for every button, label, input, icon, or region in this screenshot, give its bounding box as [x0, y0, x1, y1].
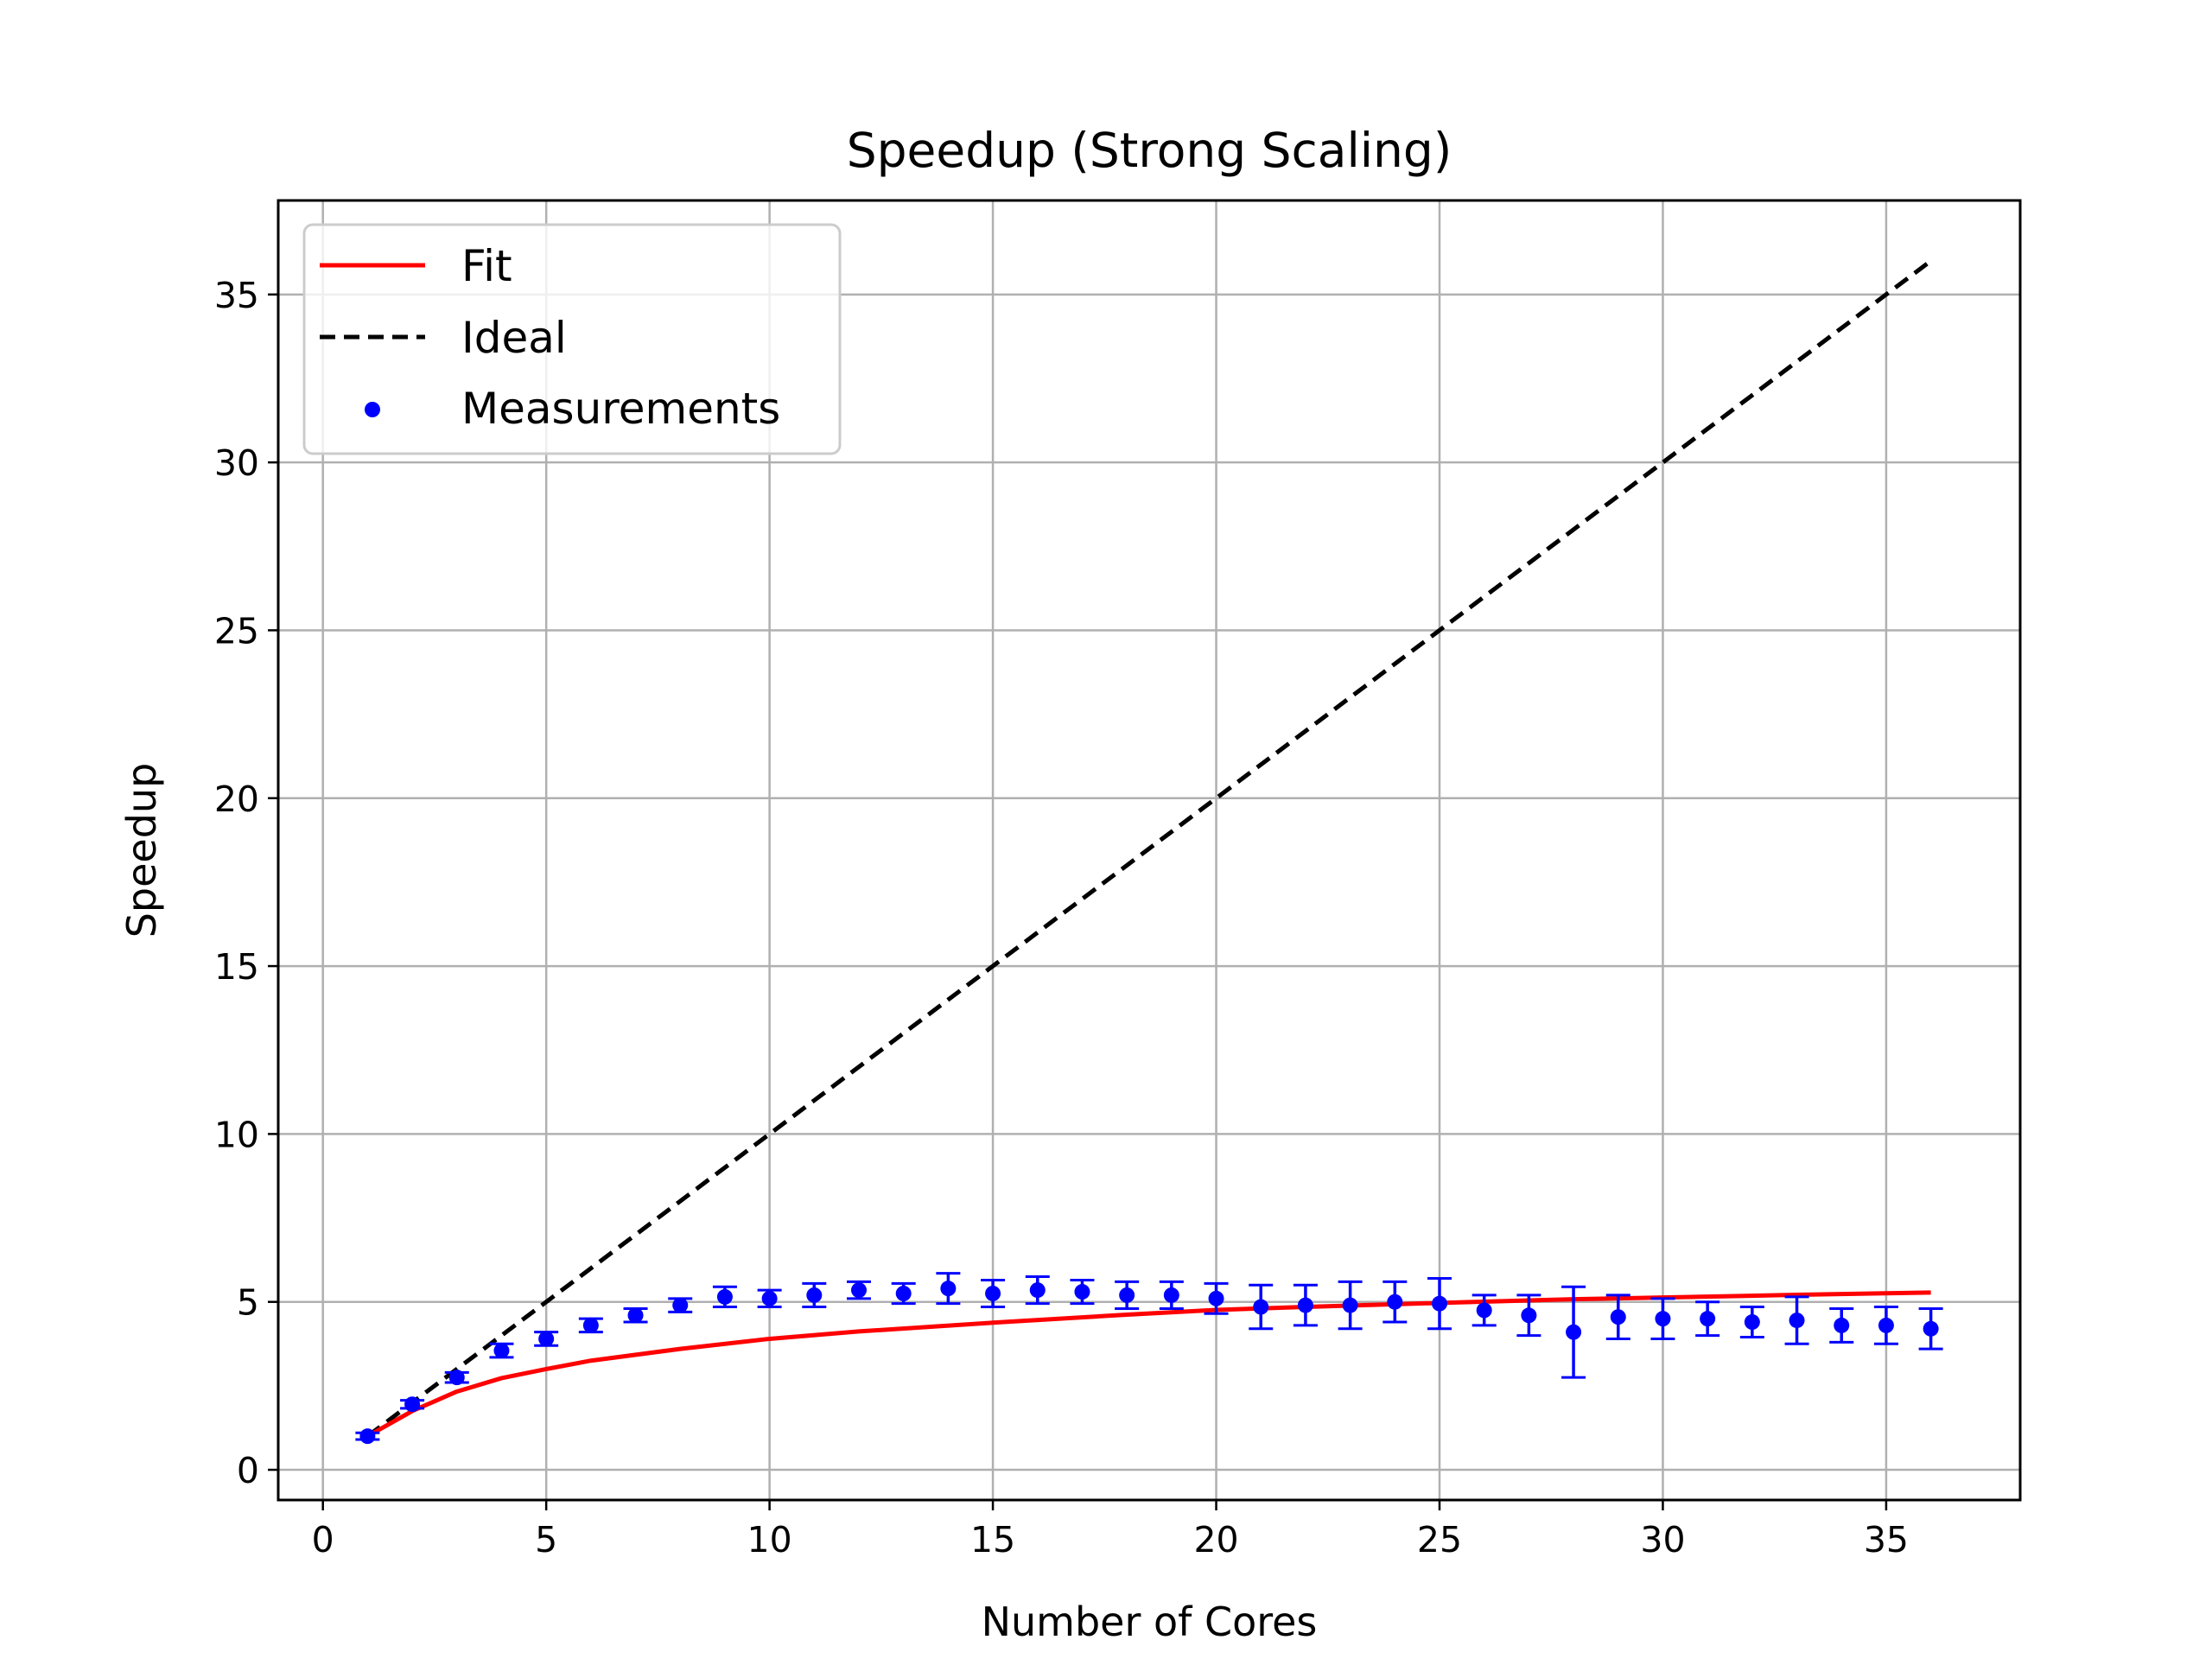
measurement-point — [1655, 1311, 1671, 1327]
measurement-point — [1744, 1314, 1760, 1331]
measurement-point — [404, 1396, 421, 1413]
y-tick-label: 30 — [214, 442, 259, 484]
measurement-point — [1476, 1302, 1492, 1319]
measurement-point — [359, 1428, 376, 1445]
measurement-point — [985, 1285, 1001, 1301]
measurement-point — [806, 1287, 823, 1303]
y-tick-label: 10 — [214, 1114, 259, 1155]
y-tick-label: 20 — [214, 779, 259, 820]
measurement-point — [940, 1281, 957, 1297]
legend-measurements-swatch — [365, 402, 380, 417]
measurement-point — [1029, 1282, 1046, 1299]
y-tick-label: 0 — [237, 1450, 259, 1491]
legend-box — [302, 223, 842, 455]
measurement-point — [1923, 1320, 1939, 1337]
fit-line — [366, 1290, 1931, 1439]
chart-title: Speedup (Strong Scaling) — [847, 123, 1452, 178]
measurement-point — [1297, 1297, 1313, 1313]
y-tick-label: 35 — [214, 275, 259, 316]
y-tick-label: 25 — [214, 610, 259, 652]
measurement-point — [761, 1290, 778, 1306]
legend-ideal-label: Ideal — [461, 313, 567, 363]
x-tick-label: 5 — [535, 1519, 557, 1560]
measurement-point — [1253, 1299, 1269, 1315]
measurement-point — [1834, 1317, 1850, 1333]
measurement-point — [1521, 1307, 1537, 1324]
x-tick-label: 0 — [312, 1519, 334, 1560]
measurement-point — [1610, 1309, 1626, 1325]
legend: Fit Ideal Measurements — [302, 223, 842, 455]
y-axis-label: Speedup — [118, 763, 165, 938]
measurement-point — [1342, 1297, 1358, 1313]
x-axis-label: Number of Cores — [982, 1599, 1318, 1645]
measurement-point — [448, 1370, 465, 1386]
ideal-line — [365, 258, 1933, 1439]
axes-frame — [276, 199, 2022, 1502]
grid — [278, 200, 2020, 1500]
measurement-point — [1878, 1317, 1894, 1333]
measurement-point — [1387, 1294, 1403, 1310]
plot-content — [355, 258, 1943, 1445]
measurement-point — [493, 1343, 510, 1359]
measurement-point — [716, 1288, 733, 1305]
x-tick-label: 25 — [1417, 1519, 1462, 1560]
legend-measurements-label: Measurements — [461, 384, 780, 434]
x-tick-label: 30 — [1640, 1519, 1685, 1560]
measurement-point — [1163, 1287, 1179, 1303]
x-tick-label: 35 — [1864, 1519, 1909, 1560]
measurement-point — [1700, 1311, 1716, 1327]
measurement-point — [1789, 1313, 1805, 1329]
measurement-point — [1074, 1284, 1090, 1300]
measurement-point — [1566, 1324, 1582, 1340]
y-tick-label: 5 — [237, 1282, 259, 1324]
y-tick-label: 15 — [214, 946, 259, 988]
measurement-point — [851, 1282, 867, 1299]
x-tick-label: 20 — [1193, 1519, 1238, 1560]
measurement-point — [1119, 1287, 1135, 1303]
measurement-point — [895, 1285, 912, 1301]
measurement-point — [1432, 1295, 1447, 1312]
legend-fit-label: Fit — [461, 241, 512, 291]
ticks: 0 5 10 15 20 25 30 35 0 5 10 15 20 25 30 35 — [214, 275, 1909, 1560]
measurement-point — [672, 1297, 689, 1313]
measurement-point — [538, 1331, 555, 1347]
x-tick-label: 10 — [747, 1519, 792, 1560]
measurement-point — [1208, 1290, 1224, 1306]
measurement-point — [582, 1317, 599, 1333]
x-tick-label: 15 — [970, 1519, 1015, 1560]
measurement-point — [627, 1307, 644, 1324]
